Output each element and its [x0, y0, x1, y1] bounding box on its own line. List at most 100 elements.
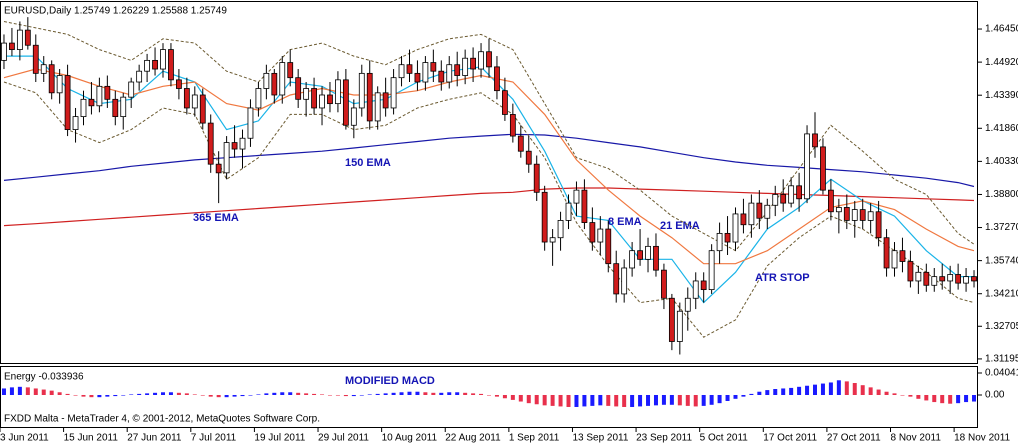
candle-body: [494, 66, 500, 92]
x-tick-label: 23 Sep 2011: [636, 433, 692, 444]
y-tick-label: 1.40330: [985, 156, 1018, 167]
bar: [471, 393, 476, 395]
bar: [717, 394, 722, 404]
candle-body: [971, 276, 977, 282]
bar: [646, 394, 651, 406]
candle-body: [335, 79, 341, 105]
bar: [73, 394, 78, 396]
bar: [232, 394, 237, 397]
candle-body: [676, 310, 683, 342]
bar: [447, 392, 452, 395]
candle-body: [645, 245, 651, 260]
bar: [192, 394, 197, 395]
bar: [479, 393, 484, 395]
bar: [407, 391, 412, 395]
bar: [852, 383, 857, 395]
candle-body: [716, 232, 723, 252]
candle-body: [859, 209, 866, 221]
bar: [248, 394, 253, 396]
candle-body: [923, 271, 930, 286]
bar: [97, 394, 102, 398]
candle-body: [732, 213, 739, 243]
bar: [129, 394, 134, 395]
bar: [161, 392, 165, 395]
candle-body: [557, 220, 564, 239]
bar: [828, 382, 833, 395]
candle-body: [374, 92, 381, 122]
bar: [836, 380, 841, 395]
candle-body: [72, 116, 79, 130]
candle-body: [422, 62, 429, 83]
candle-body: [1, 42, 7, 61]
y-tick-label: 1.34210: [985, 288, 1018, 299]
bar: [773, 389, 778, 395]
bar: [924, 394, 929, 401]
bar: [916, 394, 921, 399]
bar: [89, 394, 94, 398]
x-tick-label: 17 Oct 2011: [763, 433, 817, 444]
bar: [518, 394, 523, 402]
y-tick-label: 1.37270: [985, 222, 1018, 233]
bar: [1, 388, 6, 395]
candle-body: [287, 62, 294, 79]
bar: [415, 391, 420, 395]
candle-body: [812, 133, 818, 148]
candle-body: [454, 64, 461, 76]
candle-body: [88, 98, 95, 107]
candle-body: [183, 88, 190, 109]
bar: [709, 394, 714, 405]
x-tick-label: 18 Nov 2011: [954, 433, 1010, 444]
candle-body: [661, 269, 667, 299]
x-tick-label: 1 Sep 2011: [509, 433, 560, 444]
bar: [359, 394, 364, 396]
bar: [463, 392, 468, 395]
candle-body: [708, 250, 715, 291]
bar: [550, 394, 555, 406]
bar: [272, 392, 277, 395]
candle-body: [947, 274, 954, 282]
candle-body: [358, 72, 365, 109]
y-tick-label: 0.040410: [985, 368, 1018, 379]
bar: [288, 392, 293, 395]
candle-body: [319, 94, 325, 109]
candle-body: [48, 64, 55, 94]
candle-body: [597, 228, 604, 243]
candle-body: [764, 204, 771, 219]
bar: [113, 394, 118, 397]
bar: [956, 394, 961, 404]
bar: [216, 394, 221, 398]
candle-body: [541, 191, 548, 243]
candle-body: [533, 163, 540, 193]
series-label: 150 EMA: [345, 157, 391, 169]
bar: [335, 394, 340, 396]
bar: [741, 394, 746, 397]
x-tick-label: 27 Jun 2011: [127, 433, 182, 444]
bar: [542, 394, 547, 406]
candle-body: [64, 75, 71, 130]
y-tick-label: 1.41860: [985, 123, 1018, 134]
candle-body: [215, 163, 222, 174]
candle-body: [311, 88, 317, 109]
candle-body: [613, 263, 620, 295]
candle-body: [828, 189, 834, 213]
bar: [25, 387, 30, 395]
x-tick-label: 5 Oct 2011: [700, 433, 749, 444]
candle-body: [740, 213, 747, 226]
footer: FXDD Malta - MetaTrader 4, © 2001-2012, …: [4, 414, 320, 425]
x-tick-label: 3 Jun 2011: [0, 433, 49, 444]
candle-body: [565, 202, 572, 221]
candle-body: [525, 150, 532, 165]
x-tick-label: 19 Jul 2011: [254, 433, 305, 444]
x-tick-label: 27 Oct 2011: [827, 433, 881, 444]
bar: [574, 394, 579, 407]
candle-body: [589, 222, 596, 243]
bar: [184, 393, 189, 395]
bar: [805, 385, 810, 395]
bar: [940, 394, 945, 404]
bar: [948, 394, 953, 404]
bar: [614, 394, 619, 407]
bar: [327, 394, 332, 396]
y-tick-label: 1.38800: [985, 189, 1018, 200]
bar: [677, 394, 682, 406]
